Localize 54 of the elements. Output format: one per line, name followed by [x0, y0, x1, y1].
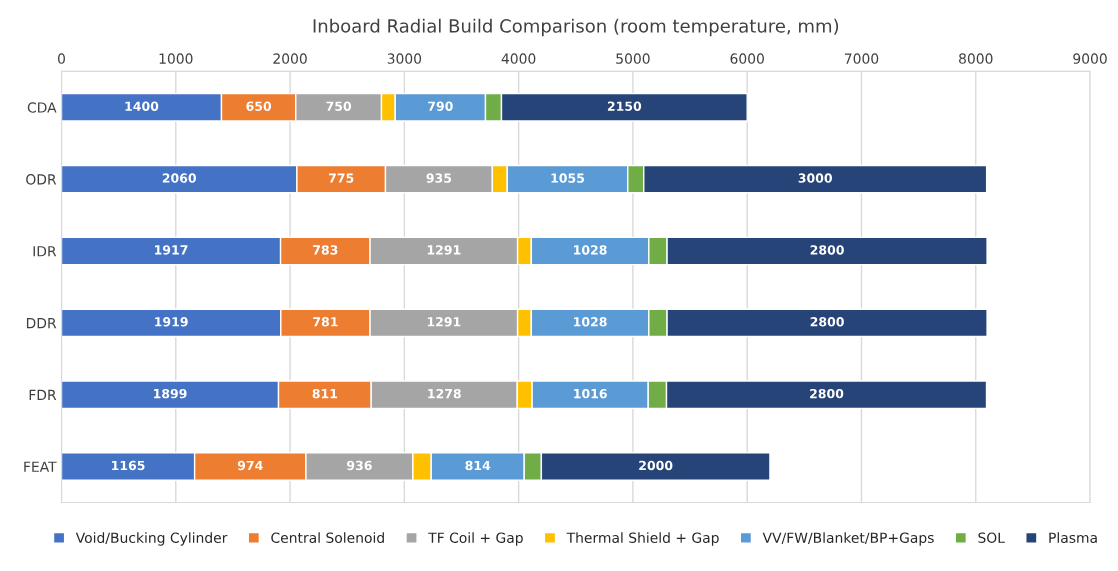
legend-label: TF Coil + Gap [428, 532, 523, 546]
data-label: 783 [313, 245, 338, 255]
data-label: 790 [428, 101, 453, 111]
data-label: 935 [426, 173, 452, 183]
data-label: 1291 [427, 317, 461, 327]
data-label: 3000 [798, 173, 832, 183]
data-label: 1055 [551, 173, 585, 183]
legend-label: Central Solenoid [271, 532, 384, 543]
data-label: 2060 [162, 173, 196, 183]
y-tick-label: IDR [33, 246, 57, 257]
x-tick-label: 8000 [959, 53, 993, 64]
data-label: 1919 [155, 317, 188, 327]
x-tick-label: 4000 [501, 53, 536, 64]
data-label: 775 [328, 173, 354, 183]
x-tick-label: 7000 [844, 53, 879, 64]
data-label: 1016 [574, 388, 607, 399]
data-label: 811 [312, 388, 338, 399]
data-label: 1400 [125, 101, 159, 111]
data-label: 1899 [154, 388, 187, 399]
data-label: 1291 [427, 245, 461, 255]
data-label: 781 [313, 317, 338, 327]
y-tick-label: DDR [26, 318, 57, 329]
data-label: 1917 [155, 245, 188, 255]
y-tick-label: FEAT [24, 461, 57, 472]
data-label: 750 [326, 101, 352, 111]
data-label: 2150 [607, 101, 642, 111]
legend-label: Void/Bucking Cylinder [75, 532, 228, 546]
data-label: 814 [465, 460, 491, 471]
data-label: 2800 [810, 245, 844, 255]
data-label: 2000 [639, 460, 673, 471]
legend-label: SOL [978, 532, 1005, 543]
y-tick-label: FDR [29, 389, 57, 400]
data-label: 2800 [810, 388, 844, 399]
x-tick-label: 0 [57, 53, 65, 64]
legend-label: Plasma [1049, 532, 1097, 543]
legend-label: Thermal Shield + Gap [566, 532, 719, 546]
x-tick-label: 6000 [730, 53, 764, 64]
x-tick-label: 9000 [1073, 53, 1107, 64]
legend-label: VV/FW/Blanket/BP+Gaps [762, 532, 934, 546]
x-tick-label: 5000 [616, 53, 650, 64]
data-label: 650 [246, 101, 272, 111]
data-label: 1165 [112, 460, 145, 471]
data-label: 1028 [574, 317, 607, 327]
chart-title: Inboard Radial Build Comparison (room temperature, mm) [313, 18, 839, 37]
data-label: 1278 [428, 388, 461, 399]
x-tick-label: 2000 [273, 53, 307, 64]
data-label: 2800 [810, 317, 844, 327]
data-label: 936 [347, 460, 372, 471]
y-tick-label: ODR [26, 174, 57, 185]
x-tick-label: 3000 [387, 53, 422, 64]
data-label: 1028 [574, 245, 607, 255]
x-tick-label: 1000 [159, 53, 193, 64]
data-label: 974 [237, 460, 263, 471]
y-tick-label: CDA [27, 102, 57, 113]
